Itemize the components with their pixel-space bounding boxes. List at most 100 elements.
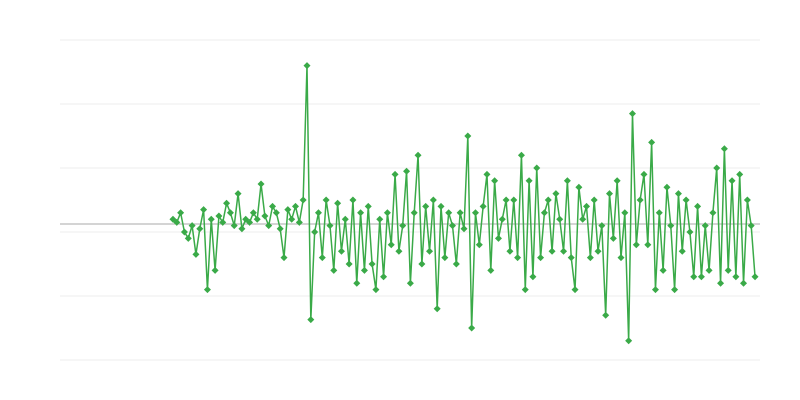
data-point — [651, 286, 659, 294]
data-point — [360, 266, 368, 274]
data-point — [740, 279, 748, 287]
data-point — [510, 196, 518, 204]
data-point — [636, 196, 644, 204]
data-point — [406, 279, 414, 287]
data-point — [387, 241, 395, 249]
data-point — [648, 138, 656, 146]
data-point — [211, 266, 219, 274]
data-point — [483, 170, 491, 178]
data-point — [357, 209, 365, 217]
data-point — [471, 209, 479, 217]
data-point — [314, 209, 322, 217]
data-point — [364, 202, 372, 210]
data-point — [667, 222, 675, 230]
data-point — [617, 254, 625, 262]
data-point — [269, 202, 277, 210]
data-point — [345, 260, 353, 268]
data-point — [226, 209, 234, 217]
data-point — [628, 110, 636, 118]
data-point — [694, 202, 702, 210]
data-point — [602, 311, 610, 319]
data-point — [284, 206, 292, 214]
data-point — [184, 234, 192, 242]
data-point — [468, 324, 476, 332]
data-point — [257, 180, 265, 188]
data-point — [556, 215, 564, 223]
data-point — [460, 225, 468, 233]
data-point — [188, 222, 196, 230]
data-point — [449, 222, 457, 230]
data-point — [238, 225, 246, 233]
data-point — [625, 337, 633, 345]
data-point — [418, 260, 426, 268]
data-point — [452, 260, 460, 268]
data-point — [671, 286, 679, 294]
data-point — [395, 247, 403, 255]
data-point — [414, 151, 422, 159]
data-point — [265, 222, 273, 230]
data-point — [303, 62, 311, 70]
data-point — [560, 247, 568, 255]
data-point — [326, 222, 334, 230]
data-point — [246, 218, 254, 226]
data-point — [521, 286, 529, 294]
data-point — [525, 177, 533, 185]
data-point — [207, 215, 215, 223]
data-point — [403, 167, 411, 175]
data-point — [709, 209, 717, 217]
data-point — [498, 215, 506, 223]
data-point — [288, 215, 296, 223]
data-point — [353, 279, 361, 287]
data-point — [517, 151, 525, 159]
data-point — [391, 170, 399, 178]
data-point — [322, 196, 330, 204]
data-point — [330, 266, 338, 274]
data-point — [272, 209, 280, 217]
data-point — [736, 170, 744, 178]
data-point — [464, 132, 472, 140]
data-point — [295, 218, 303, 226]
data-point — [514, 254, 522, 262]
data-point — [203, 286, 211, 294]
data-point — [426, 247, 434, 255]
data-point — [720, 145, 728, 153]
data-point — [606, 190, 614, 198]
data-point — [659, 266, 667, 274]
data-point — [441, 254, 449, 262]
data-point — [583, 202, 591, 210]
data-point — [422, 202, 430, 210]
data-point — [307, 316, 315, 324]
data-point — [280, 254, 288, 262]
data-point — [177, 209, 185, 217]
data-point — [376, 215, 384, 223]
data-point — [318, 254, 326, 262]
data-point — [579, 215, 587, 223]
data-point — [751, 273, 759, 281]
data-point — [540, 209, 548, 217]
data-point — [575, 183, 583, 191]
data-point — [594, 247, 602, 255]
data-point — [253, 215, 261, 223]
data-point — [479, 202, 487, 210]
data-point — [678, 247, 686, 255]
data-point — [456, 209, 464, 217]
data-point — [487, 266, 495, 274]
data-point — [674, 190, 682, 198]
data-line — [172, 65, 756, 341]
data-point — [433, 305, 441, 313]
data-point — [410, 209, 418, 217]
data-point — [230, 222, 238, 230]
data-point — [399, 222, 407, 230]
data-point — [299, 196, 307, 204]
data-point — [215, 212, 223, 220]
data-point — [717, 279, 725, 287]
data-point — [242, 215, 250, 223]
data-point — [701, 222, 709, 230]
data-point — [494, 234, 502, 242]
data-point — [311, 228, 319, 236]
data-point — [180, 228, 188, 236]
data-point — [292, 202, 300, 210]
data-point — [724, 266, 732, 274]
data-point — [609, 234, 617, 242]
